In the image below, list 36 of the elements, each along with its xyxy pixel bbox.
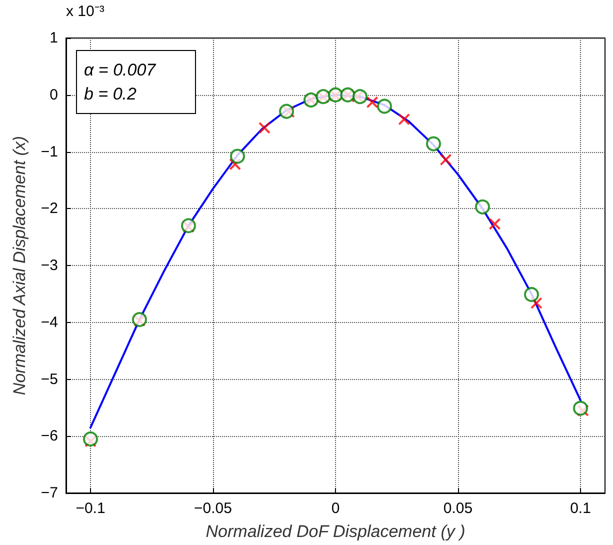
annotation: b = 0.2	[84, 84, 138, 104]
y-tick-label: −5	[40, 370, 58, 388]
point	[366, 96, 378, 108]
point	[279, 104, 294, 119]
point	[398, 113, 410, 126]
x-tick-label: 0	[331, 500, 340, 517]
text: x 10⁻³	[66, 3, 104, 20]
y-tick-label: 1	[50, 30, 58, 46]
y-tick-label: 0	[50, 86, 58, 104]
point	[230, 148, 245, 164]
y-axis-title: Normalized Axial Displacement (x)	[10, 136, 29, 396]
point	[573, 400, 588, 416]
point	[576, 404, 589, 417]
point	[352, 89, 368, 104]
y-tick-label: −1	[40, 143, 58, 160]
point	[377, 98, 392, 114]
x-axis-title: Normalized DoF Displacement (y )	[206, 522, 466, 541]
y-tick-label: −7	[40, 484, 58, 502]
y-tick-label: −4	[40, 314, 58, 331]
annotation: α = 0.007	[84, 60, 156, 80]
y-tick-label: −3	[40, 257, 58, 274]
x-tick-label: 0.05	[443, 500, 473, 517]
point	[440, 154, 452, 166]
y-tick-label: −6	[40, 428, 58, 445]
point	[258, 122, 270, 134]
point	[83, 431, 98, 446]
point	[488, 218, 501, 230]
point	[475, 199, 490, 214]
x-tick-label: 0.1	[570, 500, 591, 517]
point	[229, 158, 242, 170]
x-tick-label: −0.05	[194, 500, 232, 517]
point	[530, 297, 542, 310]
point	[426, 136, 441, 152]
point	[524, 287, 539, 302]
x-tick-label: −0.1	[76, 500, 106, 517]
y-tick-label: −2	[40, 200, 58, 218]
